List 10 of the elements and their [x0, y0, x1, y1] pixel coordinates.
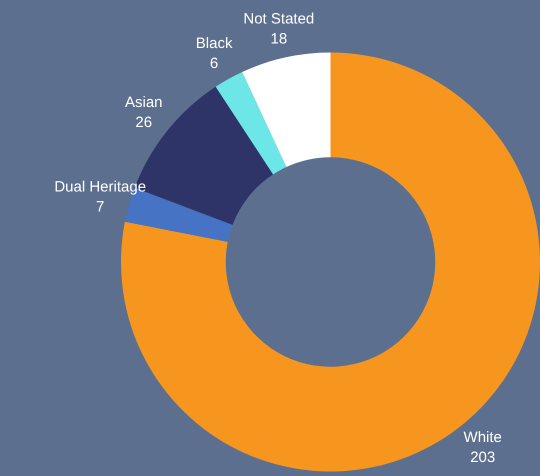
- data-label: 6: [210, 54, 218, 72]
- slice-label: Asian: [125, 94, 163, 112]
- slice-label: White: [464, 429, 502, 446]
- data-label: 18: [270, 30, 288, 48]
- data-label: 26: [135, 114, 152, 132]
- slice-label: Black: [196, 34, 233, 52]
- slice-label: Dual Heritage: [54, 178, 146, 196]
- data-label: 7: [96, 198, 104, 216]
- data-label: 203: [470, 449, 496, 466]
- slice-label: Not Stated: [243, 10, 314, 28]
